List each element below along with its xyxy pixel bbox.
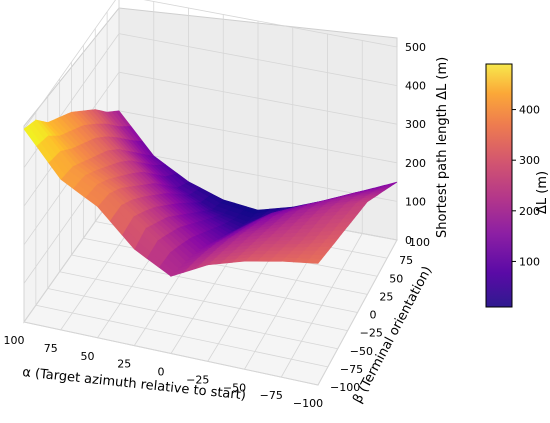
x-axis-label: α (Target azimuth relative to start) (22, 365, 247, 403)
x-tick-label: −100 (293, 397, 323, 410)
wall-grid-z (118, 110, 398, 164)
z-tick-label: 100 (405, 195, 426, 208)
y-tick-label: −25 (360, 327, 383, 340)
wall-grid-z (118, 71, 398, 125)
colorbar-ticks: 100 200 300 400 (512, 104, 540, 268)
wall-grid-z (118, 149, 398, 202)
colorbar-tick-label: 200 (519, 205, 540, 218)
floor-grid-beta (83, 237, 368, 295)
colorbar-tick-label: 300 (519, 154, 540, 167)
wall-grid-z (118, 33, 398, 86)
floor-grid-beta (35, 304, 328, 368)
x-tick-label: −50 (223, 381, 246, 394)
x-tick-label: −75 (260, 389, 283, 402)
x-tick-label: 50 (81, 350, 95, 363)
y-tick-label: −75 (340, 363, 363, 376)
colorbar-label: ΔL (m) (535, 171, 550, 214)
x-tick-label: 100 (4, 334, 25, 347)
floor-grid-beta (71, 254, 358, 313)
floor-grid-beta (59, 271, 348, 332)
y-tick-label: 75 (399, 254, 413, 267)
wall-grid-z (143, 0, 398, 48)
surface-patch (23, 125, 41, 147)
z-tick-label: 0 (405, 234, 412, 247)
x-tick-label: 75 (44, 342, 58, 355)
axis-ticks: 1007550250−25−50−75−100−100−75−50−250255… (4, 41, 431, 410)
z-tick-label: 200 (405, 157, 426, 170)
colorbar-tick-label: 100 (519, 255, 540, 268)
floor-grid-beta (47, 288, 338, 350)
x-tick-label: 25 (117, 358, 131, 371)
y-tick-label: 0 (370, 309, 377, 322)
x-tick-label: 0 (158, 366, 165, 379)
y-tick-label: −100 (330, 381, 360, 394)
colorbar-tick-label: 400 (519, 104, 540, 117)
colorbar (485, 63, 513, 308)
z-tick-label: 500 (405, 41, 426, 54)
z-axis-label: Shortest path length ΔL (m) (435, 57, 450, 238)
y-tick-label: 100 (409, 236, 430, 249)
x-tick-label: −25 (186, 373, 209, 386)
z-tick-label: 300 (405, 118, 426, 131)
y-tick-label: 25 (379, 290, 393, 303)
y-tick-label: −50 (350, 345, 373, 358)
floor-grid-beta (23, 321, 319, 386)
z-tick-label: 400 (405, 80, 426, 93)
surface-mesh (23, 109, 398, 277)
wall-grid-z (23, 0, 116, 130)
y-tick-label: 50 (389, 272, 403, 285)
